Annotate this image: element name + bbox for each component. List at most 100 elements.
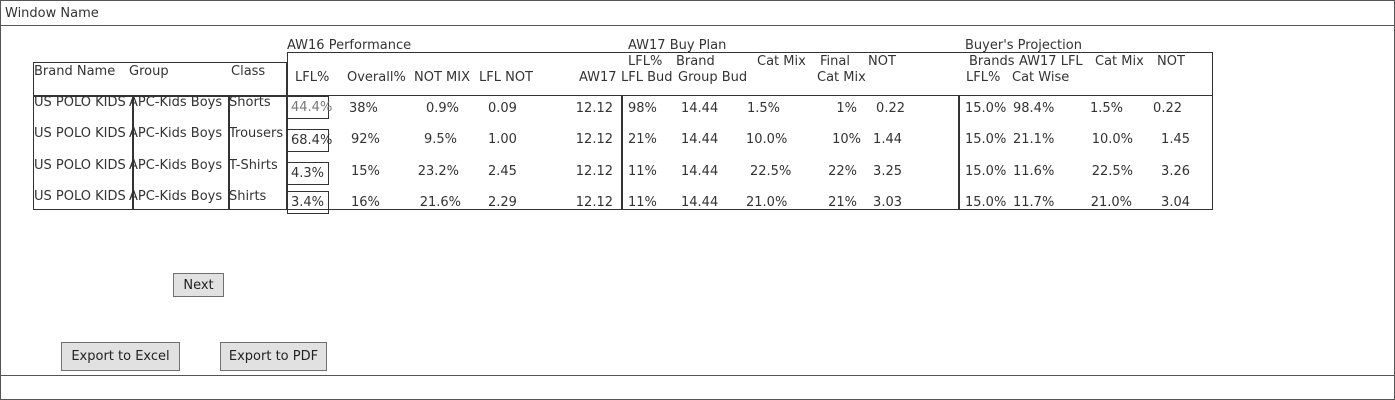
aw17-lfl-cell: 21.1% <box>1013 132 1055 147</box>
aw17-lfl-header-line2: Cat Wise <box>1012 70 1070 85</box>
overall-cell: 92% <box>351 132 380 147</box>
cat-mix-cell: 22.5% <box>750 164 792 179</box>
final-cat-mix-header-line2: Cat Mix <box>817 70 866 85</box>
final-cat-mix-cell: 10% <box>832 132 861 147</box>
cat-mix-header: Cat Mix <box>757 54 806 69</box>
brand-bud-cell: 14.44 <box>681 164 719 179</box>
lfl-not-header: LFL NOT <box>479 70 533 85</box>
right-header-divider <box>287 95 1213 96</box>
lfl-bud-cell: 21% <box>628 132 657 147</box>
status-bar-divider <box>1 375 1394 376</box>
not-mix-cell: 9.5% <box>423 132 457 147</box>
aw17-lfl-cell: 11.6% <box>1013 164 1055 179</box>
final-cat-mix-header-line1: Final <box>820 54 850 69</box>
brand-bud-cell: 14.44 <box>681 132 719 147</box>
overall-cell: 15% <box>351 164 380 179</box>
lfl-bud-cell: 11% <box>628 164 657 179</box>
class-header: Class <box>231 64 266 79</box>
group-cell: APC-Kids Boys <box>129 189 223 204</box>
brand-name-header: Brand Name <box>34 64 116 79</box>
overall-header: Overall% <box>347 70 406 85</box>
not-cell: 3.03 <box>873 195 902 210</box>
not-mix-cell: 0.9% <box>425 101 459 116</box>
cat-mix-cell: 21.0% <box>746 195 788 210</box>
aw17-cell: 12.12 <box>575 132 613 147</box>
brand-bud-cell: 14.44 <box>681 101 719 116</box>
group-header: Group <box>129 64 169 79</box>
group-cell: APC-Kids Boys <box>129 158 223 173</box>
bp-cat-mix-header: Cat Mix <box>1095 54 1144 69</box>
brand-cell: US POLO KIDS <box>34 126 126 141</box>
brands-lfl-header-line2: LFL% <box>966 70 1001 85</box>
not-header: NOT <box>868 54 896 69</box>
buyers-projection-heading: Buyer's Projection <box>965 38 1082 53</box>
lfl-header: LFL% <box>295 70 330 85</box>
brand-bud-cell: 14.44 <box>681 195 719 210</box>
group-cell: APC-Kids Boys <box>129 126 223 141</box>
left-col-divider-1 <box>132 96 134 210</box>
aw17-cell: 12.12 <box>575 195 613 210</box>
aw17-section-divider <box>621 96 623 210</box>
bp-not-cell: 0.22 <box>1153 101 1182 116</box>
final-cat-mix-cell: 21% <box>828 195 857 210</box>
lfl-not-cell: 2.29 <box>488 195 517 210</box>
bp-not-cell: 3.26 <box>1161 164 1190 179</box>
cat-mix-cell: 10.0% <box>746 132 788 147</box>
cat-mix-cell: 1.5% <box>747 101 781 116</box>
lfl-bud-cell: 11% <box>628 195 657 210</box>
brands-lfl-cell: 15.0% <box>965 132 1007 147</box>
aw17-lfl-header-line1: AW17 LFL <box>1019 54 1083 69</box>
export-to-excel-button[interactable]: Export to Excel <box>61 342 180 371</box>
lfl-bud-header-line2: LFL Bud <box>621 70 673 85</box>
aw17-header: AW17 <box>579 70 617 85</box>
lfl-input[interactable]: 44.4% <box>287 96 333 119</box>
overall-cell: 38% <box>349 101 378 116</box>
brands-lfl-cell: 15.0% <box>965 195 1007 210</box>
not-mix-header: NOT MIX <box>414 70 470 85</box>
brand-cell: US POLO KIDS <box>34 158 126 173</box>
bp-cat-mix-cell: 22.5% <box>1091 164 1133 179</box>
overall-cell: 16% <box>351 195 380 210</box>
aw17-lfl-cell: 98.4% <box>1013 101 1055 116</box>
bp-cat-mix-cell: 1.5% <box>1089 101 1123 116</box>
not-mix-cell: 21.6% <box>419 195 461 210</box>
lfl-bud-header-line1: LFL% <box>628 54 663 69</box>
aw17-cell: 12.12 <box>575 101 613 116</box>
group-cell: APC-Kids Boys <box>129 95 223 110</box>
brand-cell: US POLO KIDS <box>34 189 126 204</box>
lfl-not-cell: 1.00 <box>488 132 517 147</box>
title-bar: Window Name <box>1 1 1394 26</box>
lfl-input[interactable]: 68.4% <box>287 129 332 152</box>
lfl-bud-cell: 98% <box>628 101 657 116</box>
class-cell: Shorts <box>229 95 271 110</box>
aw17-cell: 12.12 <box>575 164 613 179</box>
buyer-section-divider <box>958 96 960 210</box>
left-table-frame <box>33 62 287 210</box>
class-cell: Shirts <box>229 189 267 204</box>
lfl-input[interactable]: 4.3% <box>287 162 329 185</box>
brands-lfl-cell: 15.0% <box>965 101 1007 116</box>
lfl-input-value: 44.4% <box>291 100 333 115</box>
bp-not-cell: 3.04 <box>1161 195 1190 210</box>
brand-cell: US POLO KIDS <box>34 95 126 110</box>
lfl-input[interactable]: 3.4% <box>287 191 329 214</box>
brands-lfl-header-line1: Brands <box>969 54 1015 69</box>
left-header-divider <box>33 95 287 97</box>
next-button[interactable]: Next <box>173 273 224 297</box>
bp-cat-mix-cell: 21.0% <box>1090 195 1132 210</box>
export-to-pdf-button[interactable]: Export to PDF <box>220 342 327 371</box>
aw16-performance-heading: AW16 Performance <box>287 38 412 53</box>
left-col-divider-2 <box>228 96 230 210</box>
lfl-input-value: 4.3% <box>291 166 325 181</box>
brand-bud-header-line2: Group Bud <box>678 70 748 85</box>
lfl-not-cell: 0.09 <box>488 101 517 116</box>
bp-not-cell: 1.45 <box>1161 132 1190 147</box>
brand-bud-header-line1: Brand <box>676 54 715 69</box>
not-cell: 0.22 <box>876 101 905 116</box>
not-cell: 1.44 <box>873 132 902 147</box>
lfl-not-cell: 2.45 <box>488 164 517 179</box>
class-cell: T-Shirts <box>229 158 278 173</box>
not-cell: 3.25 <box>873 164 902 179</box>
lfl-input-value: 3.4% <box>291 195 325 210</box>
brands-lfl-cell: 15.0% <box>965 164 1007 179</box>
